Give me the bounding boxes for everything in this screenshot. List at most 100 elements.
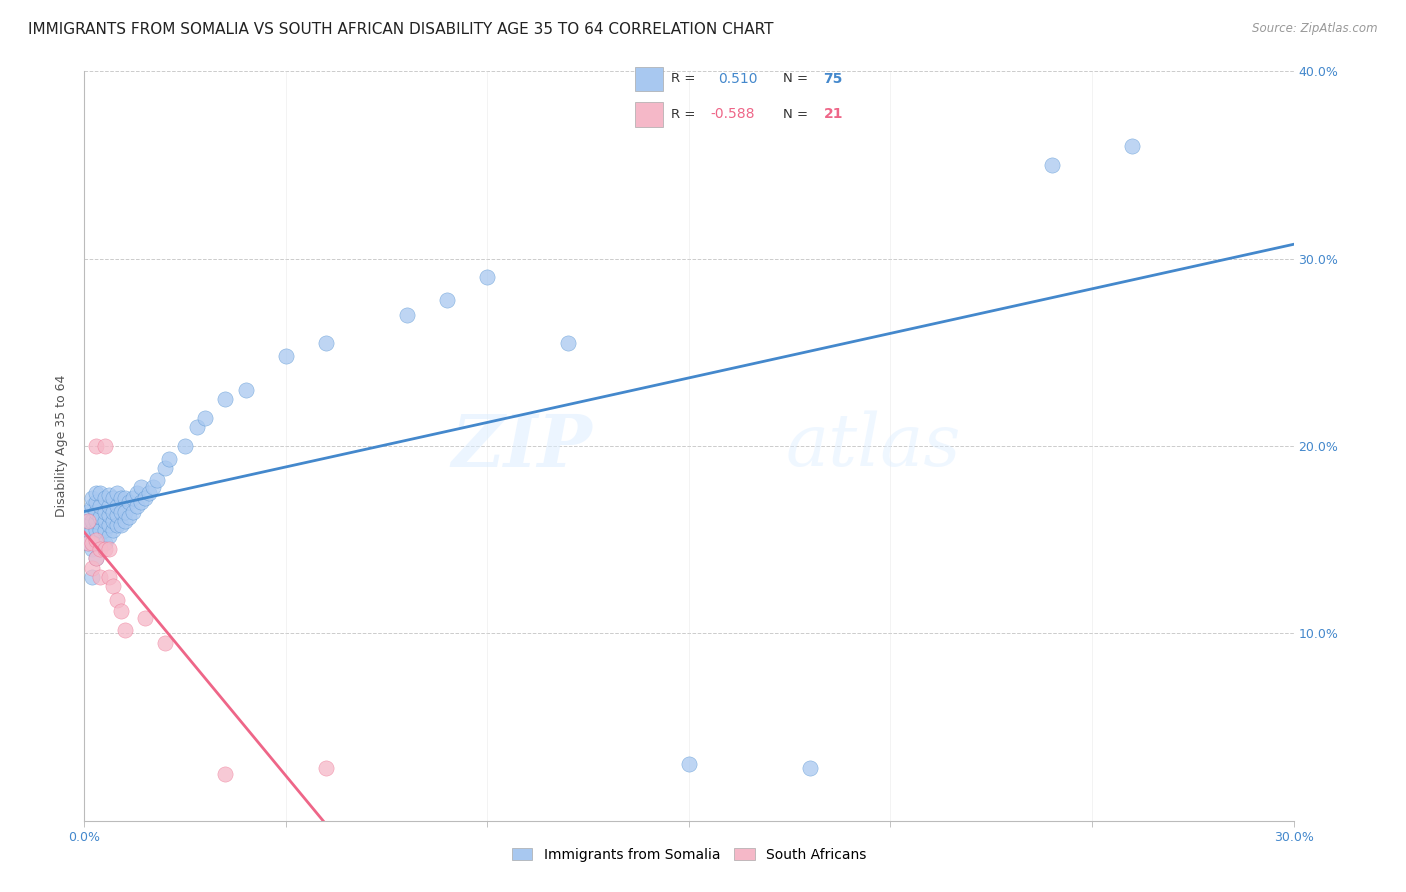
Point [157, 452, 180, 467]
Point [315, 761, 337, 775]
Text: Source: ZipAtlas.com: Source: ZipAtlas.com [1253, 22, 1378, 36]
Point [77, 536, 100, 550]
Point [86, 536, 108, 550]
Point [82, 524, 104, 538]
Point [77, 524, 100, 538]
Point [93, 524, 115, 538]
Point [134, 491, 156, 506]
Point [274, 349, 297, 363]
Y-axis label: Disability Age 35 to 64: Disability Age 35 to 64 [55, 375, 69, 517]
Point [138, 486, 160, 500]
Text: 21: 21 [824, 108, 844, 121]
Point [82, 561, 104, 575]
Point [110, 604, 132, 618]
Point [114, 505, 136, 519]
Point [93, 491, 115, 506]
Point [89, 510, 111, 524]
Point [97, 499, 120, 513]
Point [678, 757, 700, 772]
Point [105, 508, 128, 523]
Point [129, 480, 152, 494]
Point [105, 486, 128, 500]
Text: N =: N = [783, 108, 808, 121]
Point [105, 499, 128, 513]
Point [93, 536, 115, 550]
Point [121, 505, 143, 519]
Point [118, 495, 141, 509]
Point [97, 529, 120, 543]
Point [93, 505, 115, 519]
Point [89, 524, 111, 538]
Point [315, 336, 337, 351]
Point [89, 536, 111, 550]
Point [125, 499, 148, 513]
Point [799, 761, 821, 775]
Point [110, 517, 132, 532]
Point [114, 514, 136, 528]
Point [110, 505, 132, 519]
Point [142, 480, 165, 494]
Point [86, 495, 108, 509]
Point [477, 270, 499, 285]
Point [1040, 158, 1063, 172]
Point [174, 439, 197, 453]
Point [105, 517, 128, 532]
Point [82, 570, 104, 584]
Point [97, 570, 120, 584]
Point [77, 514, 100, 528]
Point [86, 439, 108, 453]
Point [82, 491, 104, 506]
Point [86, 551, 108, 566]
Point [93, 514, 115, 528]
Point [93, 542, 115, 557]
Text: N =: N = [783, 72, 808, 86]
Point [86, 486, 108, 500]
Text: 0.510: 0.510 [718, 72, 758, 86]
Point [235, 383, 257, 397]
Point [86, 505, 108, 519]
Point [77, 514, 100, 528]
Point [101, 514, 124, 528]
Text: R =: R = [671, 72, 695, 86]
Point [134, 611, 156, 625]
Point [89, 570, 111, 584]
Point [82, 536, 104, 550]
Point [82, 542, 104, 557]
Point [86, 551, 108, 566]
Point [214, 767, 236, 781]
Point [101, 491, 124, 506]
Point [77, 505, 100, 519]
Text: R =: R = [671, 108, 695, 121]
Point [97, 542, 120, 557]
Point [125, 486, 148, 500]
Point [121, 491, 143, 506]
Point [1121, 139, 1143, 153]
Point [89, 542, 111, 557]
Point [86, 524, 108, 538]
Point [194, 411, 217, 425]
Point [77, 536, 100, 550]
Point [97, 508, 120, 523]
FancyBboxPatch shape [636, 67, 664, 92]
Point [153, 635, 176, 649]
Text: atlas: atlas [786, 410, 962, 482]
Point [153, 461, 176, 475]
Point [557, 336, 579, 351]
Point [118, 510, 141, 524]
Point [105, 592, 128, 607]
Point [214, 392, 236, 407]
Text: IMMIGRANTS FROM SOMALIA VS SOUTH AFRICAN DISABILITY AGE 35 TO 64 CORRELATION CHA: IMMIGRANTS FROM SOMALIA VS SOUTH AFRICAN… [28, 22, 773, 37]
Point [114, 623, 136, 637]
Text: -0.588: -0.588 [710, 108, 755, 121]
Point [186, 420, 208, 434]
Text: ZIP: ZIP [451, 410, 592, 482]
Point [89, 499, 111, 513]
Text: 75: 75 [824, 72, 842, 86]
Point [101, 505, 124, 519]
FancyBboxPatch shape [636, 102, 664, 127]
Point [101, 524, 124, 538]
Point [86, 533, 108, 547]
Point [110, 491, 132, 506]
Point [82, 514, 104, 528]
Point [97, 488, 120, 502]
